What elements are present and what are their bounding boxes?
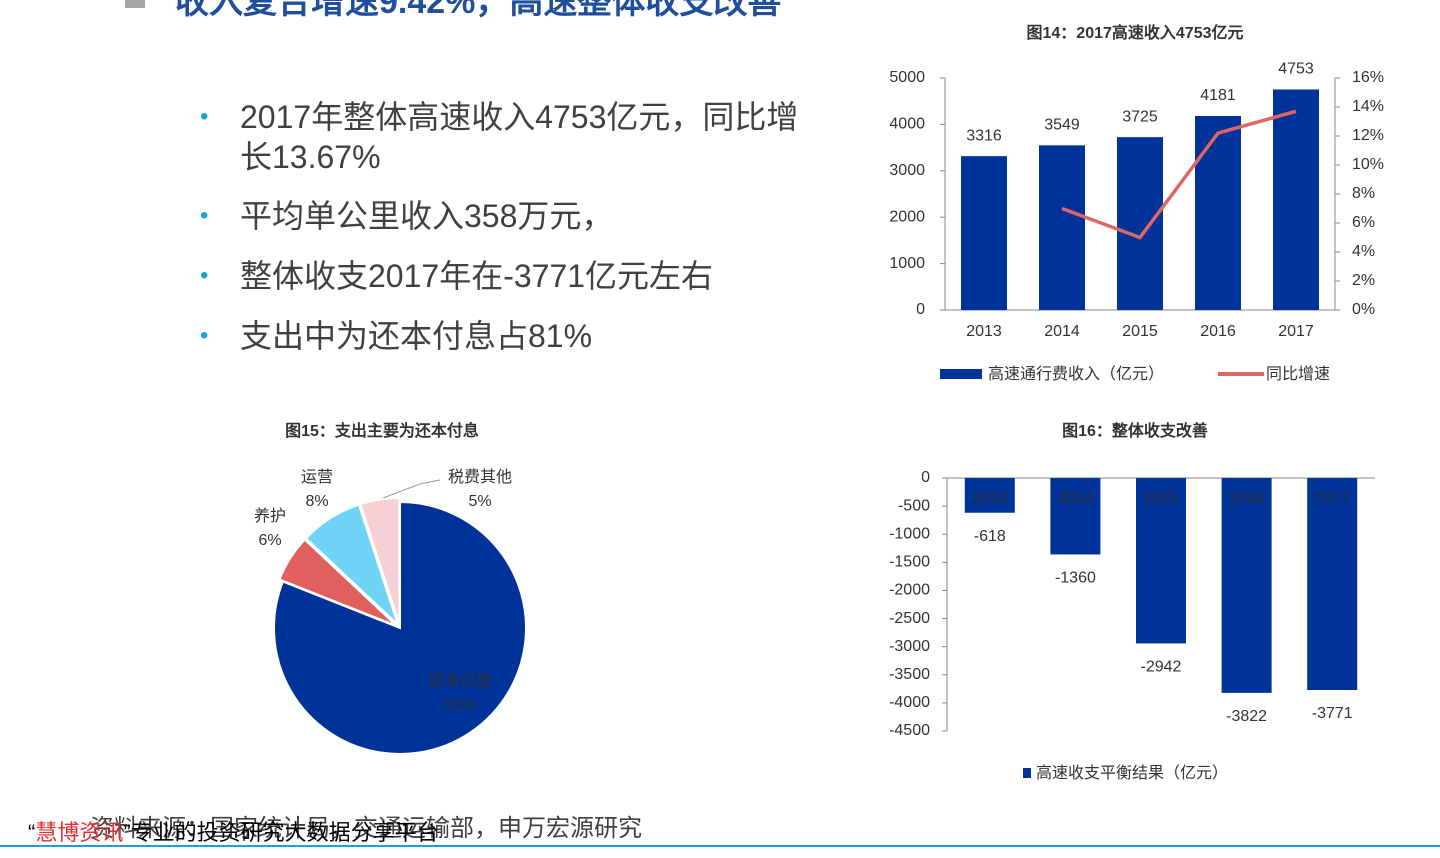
x-tick-label: 2016 (1229, 490, 1265, 507)
bar (1050, 478, 1101, 555)
bullet: • 2017年整体高速收入4753亿元，同比增长13.67% (200, 97, 820, 177)
y-tick-label: 3000 (889, 162, 925, 179)
watermark-text: ”专业的投资研究大数据分享平台 (123, 820, 439, 845)
x-tick-label: 2014 (1044, 323, 1080, 340)
legend-swatch (940, 369, 982, 379)
watermark-text: “ (28, 820, 36, 845)
bar (1307, 478, 1358, 691)
bar (1221, 478, 1272, 693)
slice-value: 6% (258, 532, 281, 549)
bullet: • 支出中为还本付息占81% (200, 316, 820, 356)
x-tick-label: 2013 (966, 323, 1002, 340)
x-tick-label: 2016 (1200, 323, 1236, 340)
slice-label: 还本付息 (428, 672, 492, 690)
bar (1136, 478, 1186, 644)
watermark-brand: 慧博资讯 (35, 820, 124, 845)
legend-label: 高速收支平衡结果（亿元） (1036, 764, 1228, 782)
y-tick-label: -2000 (889, 582, 930, 599)
source: 资料来源：国家统计局，交通运输部，申万宏源研究 (90, 815, 642, 842)
value-label: 3316 (966, 127, 1002, 144)
x-tick-label: 2013 (972, 490, 1008, 507)
value-label: -3771 (1312, 705, 1353, 722)
value-label: -1360 (1055, 570, 1096, 587)
y2-tick-label: 6% (1352, 214, 1375, 231)
bullet: • 平均单公里收入358万元， (200, 196, 820, 236)
legend-label: 同比增速 (1266, 365, 1330, 383)
slice-value: 81% (444, 697, 476, 714)
chart-title: 图16：整体收支改善 (1062, 421, 1208, 440)
value-label: -2942 (1141, 659, 1182, 676)
value-label: 4181 (1200, 87, 1236, 104)
bar (1117, 137, 1163, 310)
y2-tick-label: 12% (1352, 127, 1384, 144)
chart-title: 图14：2017高速收入4753亿元 (1027, 23, 1244, 42)
slice-label: 税费其他 (448, 468, 512, 486)
leader-line (382, 479, 441, 499)
value-label: 3549 (1044, 117, 1080, 134)
x-tick-label: 2017 (1278, 323, 1314, 340)
bar (1039, 145, 1085, 310)
watermark: “慧博资讯”专业的投资研究大数据分享平台 (28, 815, 439, 847)
bullet-text: 平均单公里收入358万元， (240, 198, 614, 234)
bar (1195, 116, 1241, 310)
chart-title: 图15：支出主要为还本付息 (285, 421, 479, 440)
line-series (1061, 109, 1297, 240)
y-tick-label: -2500 (889, 610, 930, 627)
y-tick-label: -1500 (889, 554, 930, 571)
y2-tick-label: 2% (1352, 272, 1375, 289)
pie-slice (304, 503, 399, 626)
bar (1273, 89, 1319, 310)
slice-label: 运营 (301, 468, 333, 486)
bar (964, 478, 1015, 513)
y-tick-label: -4500 (889, 722, 930, 739)
pie-slice (273, 500, 527, 755)
bullet-text: 2017年整体高速收入4753亿元，同比增长13.67% (240, 99, 799, 175)
y2-tick-label: 0% (1352, 301, 1375, 318)
value-label: 4753 (1278, 61, 1314, 78)
slice-label: 养护 (254, 507, 286, 525)
y2-tick-label: 4% (1352, 243, 1375, 260)
slice-value: 5% (468, 493, 491, 510)
x-tick-label: 2014 (1058, 490, 1094, 507)
y-tick-label: 1000 (889, 255, 925, 272)
bar (961, 156, 1007, 310)
bullet-text: 支出中为还本付息占81% (240, 318, 593, 354)
y2-tick-label: 16% (1352, 69, 1384, 86)
value-label: -618 (974, 528, 1006, 545)
y2-tick-label: 14% (1352, 98, 1384, 115)
y-tick-label: -3000 (889, 638, 930, 655)
legend-swatch (1023, 768, 1031, 778)
x-tick-label: 2017 (1314, 490, 1350, 507)
value-label: 3725 (1122, 108, 1158, 125)
slice-value: 8% (305, 493, 328, 510)
bullet: • 整体收支2017年在-3771亿元左右 (200, 256, 820, 296)
y-tick-label: 0 (921, 469, 930, 486)
y-tick-label: 0 (916, 301, 925, 318)
y-tick-label: 2000 (889, 208, 925, 225)
pie-slice (359, 497, 401, 625)
y-tick-label: -4000 (889, 694, 930, 711)
pie-slice (278, 538, 398, 627)
y-tick-label: 4000 (889, 116, 925, 133)
y-tick-label: -500 (898, 497, 930, 514)
bullet-text: 整体收支2017年在-3771亿元左右 (240, 258, 714, 294)
heading: 收入复合增速9.42%，高速整体收支改善 (175, 0, 782, 21)
heading-marker (125, 0, 145, 8)
footer-line (0, 845, 1440, 847)
value-label: -3822 (1226, 708, 1267, 725)
x-tick-label: 2015 (1122, 323, 1158, 340)
y-tick-label: 5000 (889, 69, 925, 86)
x-tick-label: 2015 (1143, 490, 1179, 507)
y-tick-label: -3500 (889, 666, 930, 683)
y2-tick-label: 8% (1352, 185, 1375, 202)
y-tick-label: -1000 (889, 525, 930, 542)
legend-label: 高速通行费收入（亿元） (988, 365, 1164, 383)
y2-tick-label: 10% (1352, 156, 1384, 173)
